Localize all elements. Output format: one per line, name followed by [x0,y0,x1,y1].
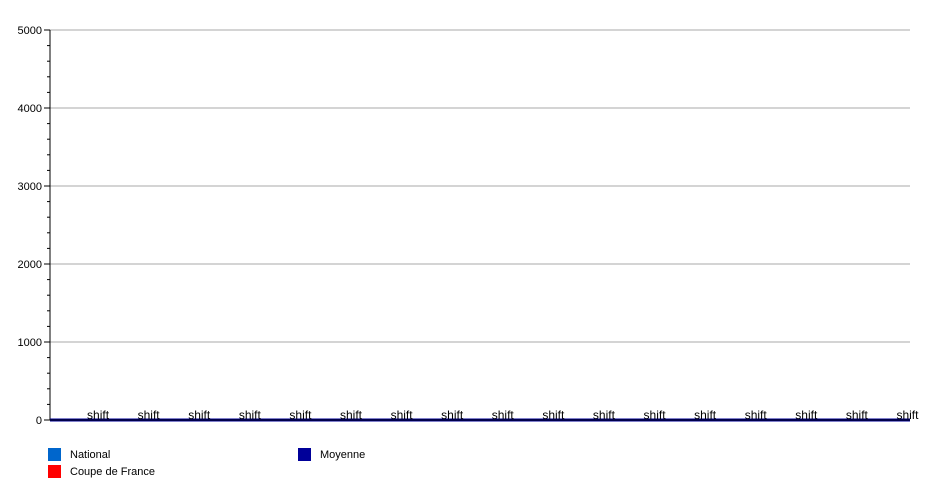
x-tick-label: shift [694,408,717,422]
x-tick-label: shift [289,408,312,422]
legend-label-coupe: Coupe de France [70,465,155,478]
x-tick-label: shift [846,408,869,422]
legend-label-moyenne: Moyenne [320,448,366,461]
x-tick-label: shift [239,408,262,422]
x-tick-label: shift [87,408,110,422]
legend-swatch-national [48,448,61,461]
y-tick-label: 0 [36,415,42,427]
legend-swatch-moyenne [298,448,311,461]
y-tick-label: 5000 [18,25,42,37]
y-tick-label: 1000 [18,337,42,349]
x-tick-label: shift [745,408,768,422]
x-tick-label: shift [492,408,515,422]
x-tick-label: shift [795,408,818,422]
legend-label-national: National [70,448,111,461]
x-tick-label: shift [441,408,464,422]
x-tick-label: shift [896,408,919,422]
legend-swatch-coupe [48,465,61,478]
x-tick-label: shift [593,408,616,422]
legend-coupe-de-france: Coupe de France [48,465,155,478]
y-tick-label: 3000 [18,181,42,193]
x-tick-label: shift [391,408,414,422]
y-tick-label: 2000 [18,259,42,271]
x-tick-label: shift [340,408,363,422]
x-tick-label: shift [188,408,211,422]
y-tick-label: 4000 [18,103,42,115]
x-tick-label: shift [138,408,161,422]
legend-national: National [48,448,110,461]
legend-moyenne: Moyenne [298,448,365,461]
x-tick-label: shift [644,408,667,422]
x-tick-label: shift [542,408,565,422]
